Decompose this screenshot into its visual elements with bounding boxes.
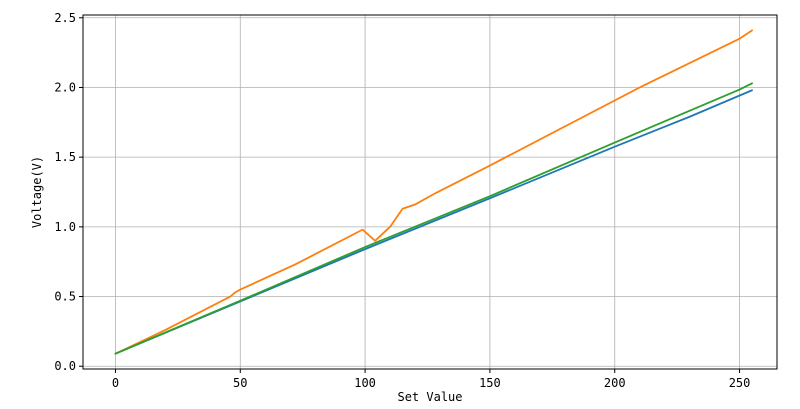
series-line-2 bbox=[114, 29, 753, 355]
x-axis-label: Set Value bbox=[397, 390, 462, 404]
x-tick-label: 150 bbox=[479, 376, 501, 390]
x-tick-label: 200 bbox=[604, 376, 626, 390]
y-tick-label: 2.0 bbox=[54, 80, 76, 94]
x-tick-label: 100 bbox=[354, 376, 376, 390]
x-axis-ticks: 0 50 100 150 200 250 bbox=[112, 369, 751, 390]
y-tick-label: 1.0 bbox=[54, 220, 76, 234]
series-line-3 bbox=[114, 82, 753, 355]
x-tick-label: 250 bbox=[729, 376, 751, 390]
series-lines bbox=[114, 29, 753, 355]
x-tick-label: 0 bbox=[112, 376, 119, 390]
y-tick-label: 2.5 bbox=[54, 11, 76, 25]
y-axis-ticks: 0.0 0.5 1.0 1.5 2.0 2.5 bbox=[54, 11, 83, 373]
y-tick-label: 0.0 bbox=[54, 359, 76, 373]
plot-area-frame bbox=[82, 14, 778, 370]
grid-lines bbox=[83, 15, 777, 369]
y-tick-label: 0.5 bbox=[54, 290, 76, 304]
series-line-1 bbox=[114, 89, 753, 355]
x-tick-label: 50 bbox=[233, 376, 247, 390]
y-axis-label: Voltage(V) bbox=[30, 156, 44, 228]
y-tick-label: 1.5 bbox=[54, 150, 76, 164]
